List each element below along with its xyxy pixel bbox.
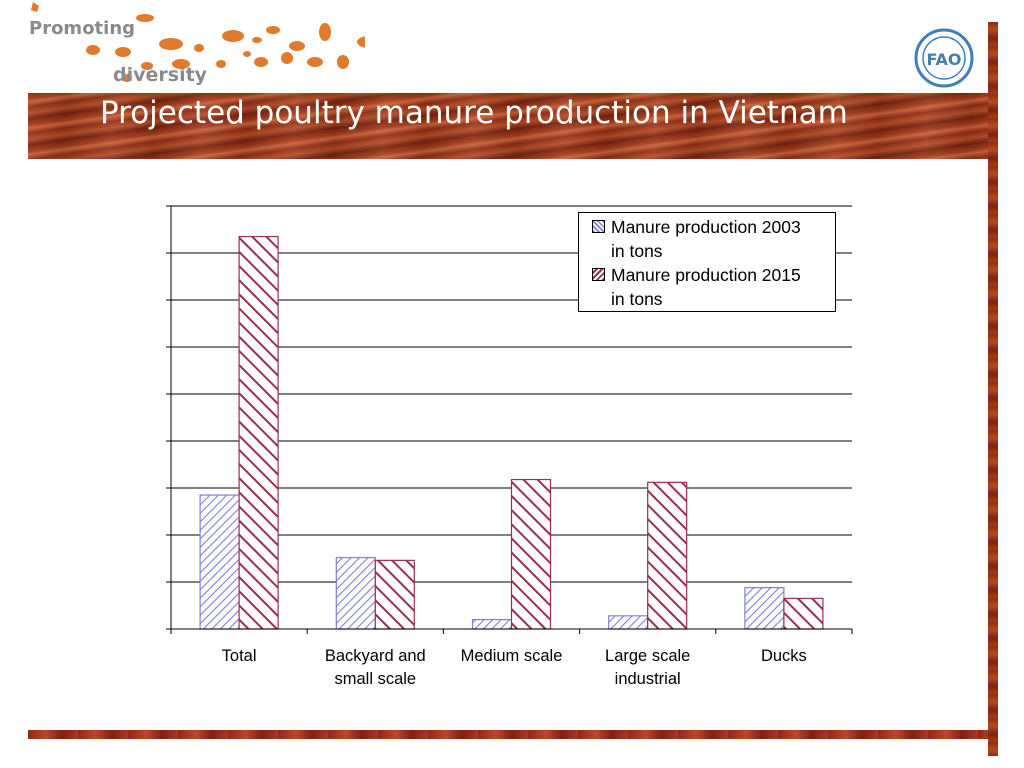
decorative-right-border: [988, 22, 998, 756]
x-tick-label-line: Backyard and: [324, 647, 426, 665]
bar-series1-backyard-and-small-scale: [335, 556, 376, 630]
bar-series1-medium-scale: [471, 618, 513, 630]
bar-series2-ducks: [783, 597, 824, 630]
bar-series1-large-scale-industrial: [608, 615, 649, 630]
bar-series1-total: [199, 494, 240, 630]
bar-series1-ducks: [744, 587, 785, 630]
bar-series2-large-scale-industrial: [647, 481, 688, 630]
logo-promoting-text: Promoting: [29, 18, 136, 39]
fao-logo-text: FAO: [926, 50, 961, 69]
bar-series2-medium-scale: [510, 478, 552, 630]
x-tick-label-line: Large scale: [605, 647, 691, 665]
legend-label: Manure production 2003 in tons: [611, 215, 831, 263]
x-tick-label: Backyard and small scale: [307, 645, 443, 691]
legend-label: Manure production 2015 in tons: [611, 263, 831, 311]
chart-legend: Manure production 2003 in tons Manure prod…: [578, 212, 836, 312]
chart-axes: [170, 206, 853, 634]
x-tick-label-line: Ducks: [760, 647, 807, 665]
x-tick-label-line: Total: [221, 647, 257, 665]
x-tick-label-line: Medium scale: [460, 647, 563, 665]
page-title: Projected poultry manure production in V…: [100, 95, 848, 131]
x-tick-label-line: industrial: [614, 670, 681, 688]
legend-label-line: Manure production 2003: [611, 217, 801, 237]
x-tick-label-line: small scale: [334, 670, 417, 688]
bar-series2-backyard-and-small-scale: [374, 559, 415, 630]
decorative-bottom-border: [28, 730, 988, 739]
x-tick-label: Medium scale: [444, 645, 580, 668]
legend-swatch-icon: [592, 220, 605, 233]
logo-diversity-text: diversity: [113, 64, 208, 86]
legend-item-series2: Manure production 2015 in tons: [579, 263, 835, 311]
title-banner: [28, 93, 988, 159]
legend-item-series1: Manure production 2003 in tons: [579, 215, 835, 263]
legend-label-line: in tons: [611, 289, 663, 309]
x-tick-label: Ducks: [716, 645, 852, 668]
x-tick-label: Total: [171, 645, 307, 668]
legend-swatch-icon: [592, 268, 605, 281]
fao-logo-icon: FAO: [914, 28, 974, 88]
x-tick-label: Large scale industrial: [580, 645, 716, 691]
bar-series2-total: [238, 235, 279, 630]
legend-label-line: Manure production 2015: [611, 265, 801, 285]
legend-label-line: in tons: [611, 241, 663, 261]
